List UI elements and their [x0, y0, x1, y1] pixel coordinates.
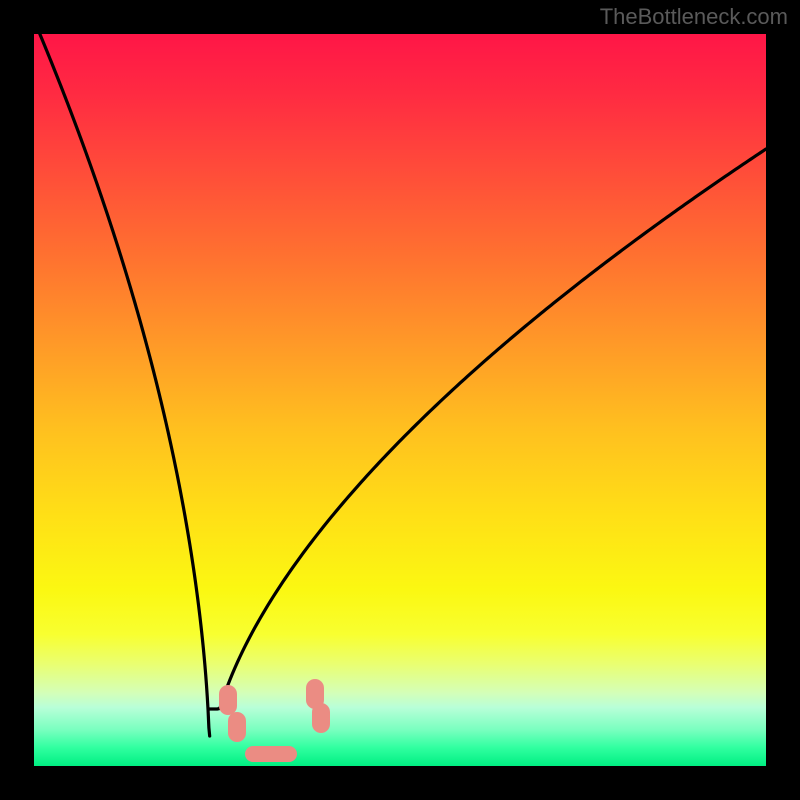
marker-point-0 [219, 685, 237, 715]
marker-point-1 [228, 712, 246, 742]
plot-area [34, 34, 766, 766]
marker-trough [245, 746, 297, 762]
bottleneck-curve [34, 34, 766, 736]
watermark-text: TheBottleneck.com [600, 4, 788, 30]
marker-point-3 [312, 703, 330, 733]
curve-svg [34, 34, 766, 766]
